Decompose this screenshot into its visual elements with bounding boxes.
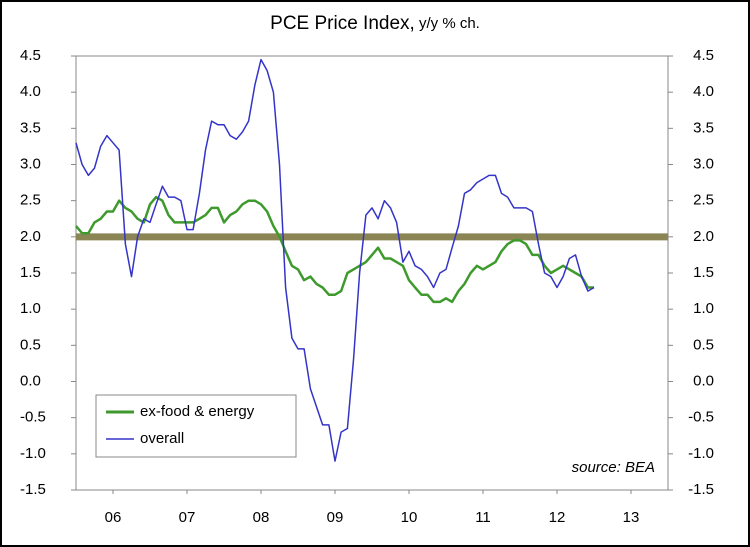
- y2-tick-label: -0.5: [688, 409, 714, 426]
- x-tick-label: 09: [327, 509, 344, 526]
- y2-tick-label: 4.5: [693, 47, 714, 64]
- y-tick-label: 0.0: [20, 372, 41, 389]
- y-tick-label: -0.5: [20, 409, 46, 426]
- series-line: [75, 195, 594, 304]
- y2-tick-label: -1.5: [688, 481, 714, 498]
- y-tick-label: 3.5: [20, 119, 41, 136]
- y-tick-label: -1.0: [20, 445, 46, 462]
- y2-tick-label: 2.0: [693, 228, 714, 245]
- chart-title: PCE Price Index, y/y % ch.: [270, 13, 480, 34]
- y2-tick-label: 1.0: [693, 300, 714, 317]
- x-tick-label: 07: [179, 509, 196, 526]
- y-tick-label: 4.0: [20, 83, 41, 100]
- x-tick-label: 10: [401, 509, 418, 526]
- y2-tick-label: 0.0: [693, 372, 714, 389]
- y-tick-label: 1.5: [20, 264, 41, 281]
- y-tick-label: 2.0: [20, 228, 41, 245]
- y-tick-label: 4.5: [20, 47, 41, 64]
- x-tick-label: 06: [105, 509, 122, 526]
- x-tick-label: 11: [475, 509, 491, 526]
- x-tick-label: 12: [549, 509, 566, 526]
- legend-label: overall: [140, 430, 184, 447]
- y-tick-label: 2.5: [20, 192, 41, 209]
- y-tick-label: 0.5: [20, 336, 41, 353]
- series-line: [75, 58, 595, 462]
- y2-tick-label: 0.5: [693, 336, 714, 353]
- source-note: source: BEA: [572, 459, 655, 476]
- y2-tick-label: 3.5: [693, 119, 714, 136]
- x-tick-label: 13: [623, 509, 640, 526]
- x-tick-label: 08: [253, 509, 270, 526]
- y2-tick-label: 3.0: [693, 155, 714, 172]
- y-tick-label: 3.0: [20, 155, 41, 172]
- y2-tick-label: 1.5: [693, 264, 714, 281]
- y2-tick-label: 4.0: [693, 83, 714, 100]
- y2-tick-label: -1.0: [688, 445, 714, 462]
- subtitle: y/y % ch.: [419, 15, 480, 32]
- legend-label: ex-food & energy: [140, 403, 255, 420]
- y-tick-label: -1.5: [20, 481, 46, 498]
- title: PCE Price Index,: [270, 13, 415, 34]
- legend-box: [95, 394, 297, 458]
- y2-tick-label: 2.5: [693, 192, 714, 209]
- y-tick-label: 1.0: [20, 300, 41, 317]
